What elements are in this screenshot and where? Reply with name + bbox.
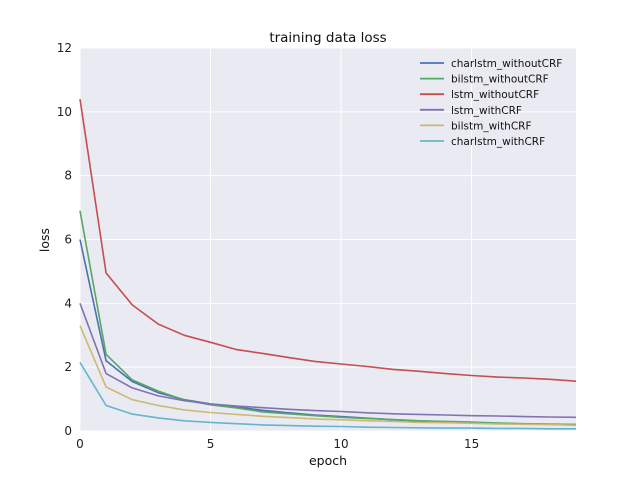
series-line-charlstm_withCRF — [79, 361, 576, 430]
y-tick-label: 10 — [57, 105, 72, 119]
legend-label: bilstm_withCRF — [451, 120, 532, 132]
x-tick-labels: 0 5 10 15 — [76, 437, 479, 451]
y-tick-label: 6 — [64, 233, 72, 247]
y-tick-label: 2 — [64, 360, 72, 374]
series-lines — [79, 98, 577, 430]
legend: charlstm_withoutCRF bilstm_withoutCRFlstm… — [420, 58, 562, 148]
y-tick-label: 0 — [64, 424, 72, 438]
series-line-bilstm_withoutCRF — [79, 210, 577, 426]
y-tick-label: 8 — [64, 169, 72, 183]
grid — [79, 47, 576, 432]
y-axis-label: loss — [37, 228, 52, 252]
legend-label: lstm_withCRF — [451, 105, 522, 117]
legend-label: charlstm_withCRF — [451, 136, 545, 148]
legend-label: charlstm_withoutCRF — [451, 58, 562, 70]
chart-title: training data loss — [269, 30, 386, 46]
series-line-lstm_withCRF — [79, 303, 577, 419]
y-tick-label: 12 — [57, 41, 72, 55]
x-tick-label: 0 — [76, 437, 84, 451]
series-line-bilstm_withCRF — [79, 325, 577, 427]
series-line-lstm_withoutCRF — [79, 98, 577, 382]
legend-label: lstm_withoutCRF — [451, 89, 539, 101]
legend-label: bilstm_withoutCRF — [451, 74, 549, 86]
x-tick-label: 15 — [464, 437, 479, 451]
y-tick-label: 4 — [64, 296, 72, 310]
y-tick-labels: 0 2 4 6 8 10 12 — [57, 41, 72, 438]
x-tick-label: 5 — [207, 437, 215, 451]
x-axis-label: epoch — [309, 453, 347, 468]
x-tick-label: 10 — [333, 437, 348, 451]
